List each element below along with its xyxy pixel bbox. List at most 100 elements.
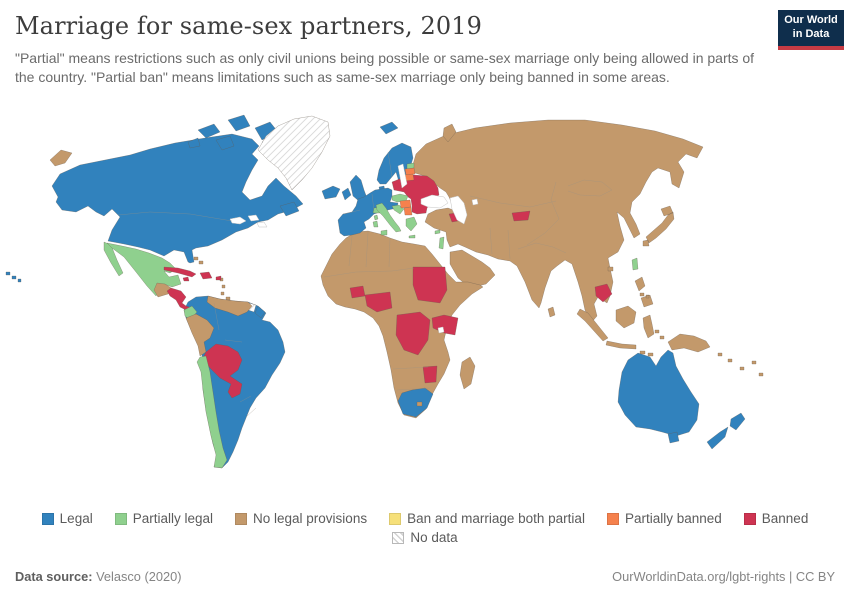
legend-swatch-partially_legal xyxy=(114,512,127,525)
aral-sea xyxy=(471,198,479,206)
map-region-french-guiana[interactable] xyxy=(254,305,266,319)
map-region-south-africa[interactable] xyxy=(397,387,434,418)
legend-item-partially_legal[interactable]: Partially legal xyxy=(114,511,214,526)
map-region-madagascar[interactable] xyxy=(459,356,476,390)
legend-label-partially_legal: Partially legal xyxy=(132,511,214,526)
map-region-iceland[interactable] xyxy=(321,185,341,200)
map-region-cuba[interactable] xyxy=(163,266,197,278)
map-region-chukotka[interactable] xyxy=(49,149,73,167)
legend-label-ban_and_marriage_both_partial: Ban and marriage both partial xyxy=(407,511,585,526)
legend-label-partially_banned: Partially banned xyxy=(624,511,722,526)
map-region-hungary[interactable] xyxy=(399,199,412,209)
map-region-lesser-antilles[interactable] xyxy=(219,277,231,301)
owid-logo[interactable]: Our World in Data xyxy=(778,10,844,46)
map-region-central-america[interactable] xyxy=(166,287,193,312)
legend-item-banned[interactable]: Banned xyxy=(743,511,809,526)
black-sea xyxy=(420,194,449,209)
world-map xyxy=(0,106,850,508)
map-region-sardinia-corsica[interactable] xyxy=(372,214,379,228)
legend-item-legal[interactable]: Legal xyxy=(41,511,93,526)
map-region-nigeria[interactable] xyxy=(364,291,393,313)
license-label: CC BY xyxy=(795,569,835,584)
map-region-israel[interactable] xyxy=(438,236,445,250)
map-region-taiwan[interactable] xyxy=(631,257,639,271)
legend-row-2: No data xyxy=(0,530,850,545)
data-source-value: Velasco (2020) xyxy=(92,569,182,584)
map-region-western-europe[interactable] xyxy=(337,187,399,237)
map-region-italy[interactable] xyxy=(375,202,402,233)
lake-victoria xyxy=(437,326,445,334)
map-region-greenland[interactable] xyxy=(257,115,331,191)
chart-header: Marriage for same-sex partners, 2019 "Pa… xyxy=(15,12,765,88)
owid-link[interactable]: OurWorldinData.org/lgbt-rights xyxy=(612,569,786,584)
map-region-chile[interactable] xyxy=(196,355,228,469)
map-region-venezuela-guyanas[interactable] xyxy=(206,295,253,317)
map-region-guatemala[interactable] xyxy=(153,282,172,298)
map-region-pacific-islands[interactable] xyxy=(717,352,764,377)
legend-swatch-partially_banned xyxy=(606,512,619,525)
map-region-peru[interactable] xyxy=(185,313,215,357)
legend-item-no_data[interactable]: No data xyxy=(392,530,458,545)
legend-item-partially_banned[interactable]: Partially banned xyxy=(606,511,722,526)
map-region-bahamas[interactable] xyxy=(193,256,204,265)
map-region-lesotho[interactable] xyxy=(416,401,423,407)
legend-item-ban_and_marriage_both_partial[interactable]: Ban and marriage both partial xyxy=(389,511,585,526)
map-region-ireland[interactable] xyxy=(341,187,352,201)
map-region-zimbabwe[interactable] xyxy=(422,365,438,384)
legend-label-banned: Banned xyxy=(761,511,809,526)
map-region-dr-congo[interactable] xyxy=(395,311,431,356)
map-region-indonesia[interactable] xyxy=(576,266,665,357)
map-region-svalbard[interactable] xyxy=(379,121,399,135)
legend-swatch-legal xyxy=(41,512,54,525)
map-region-jamaica[interactable] xyxy=(182,276,190,282)
legend-swatch-ban_and_marriage_both_partial xyxy=(389,512,402,525)
map-region-bolivia-paraguay[interactable] xyxy=(202,343,243,399)
map-region-cambodia[interactable] xyxy=(594,283,613,303)
map-region-cyprus[interactable] xyxy=(434,229,441,235)
data-source: Data source: Velasco (2020) xyxy=(15,569,181,584)
legend-swatch-banned xyxy=(743,512,756,525)
map-region-united-kingdom[interactable] xyxy=(349,174,368,203)
map-region-sudan[interactable] xyxy=(412,266,448,304)
map-region-tasmania[interactable] xyxy=(667,431,680,444)
map-region-australia[interactable] xyxy=(617,349,700,437)
map-region-hispaniola[interactable] xyxy=(199,271,213,280)
map-region-kyrgyzstan[interactable] xyxy=(511,210,531,222)
map-region-arabia[interactable] xyxy=(449,249,496,289)
legend-item-no_legal_provisions[interactable]: No legal provisions xyxy=(235,511,367,526)
map-region-new-guinea[interactable] xyxy=(667,333,711,353)
map-region-newfoundland[interactable] xyxy=(279,201,300,217)
map-region-crete[interactable] xyxy=(408,234,416,239)
map-region-hawaii[interactable] xyxy=(5,271,22,283)
legend-label-no_data: No data xyxy=(410,530,458,545)
chart-subtitle: "Partial" means restrictions such as onl… xyxy=(15,50,755,86)
chart-title: Marriage for same-sex partners, 2019 xyxy=(15,12,482,40)
map-region-canada-usa[interactable] xyxy=(51,133,304,264)
map-region-sri-lanka[interactable] xyxy=(547,306,556,318)
map-region-sicily[interactable] xyxy=(380,229,388,236)
map-region-novaya-zemlya[interactable] xyxy=(442,123,457,143)
map-region-puerto-rico[interactable] xyxy=(215,275,222,281)
map-region-latvia[interactable] xyxy=(404,167,416,176)
map-legend: Legal Partially legal No legal provisions B… xyxy=(0,511,850,549)
caspian-sea xyxy=(449,195,468,225)
chart-footer: Data source: Velasco (2020) OurWorldinDa… xyxy=(15,569,835,584)
great-lakes xyxy=(229,214,268,228)
legend-label-no_legal_provisions: No legal provisions xyxy=(253,511,368,526)
map-region-philippines[interactable] xyxy=(634,276,654,308)
baltic-sea xyxy=(397,163,408,189)
footer-separator: | xyxy=(785,569,796,584)
map-region-burkina-faso[interactable] xyxy=(349,285,366,299)
owid-logo-text: Our World in Data xyxy=(784,14,838,40)
map-region-greece[interactable] xyxy=(405,216,418,232)
country-border-lines xyxy=(117,151,613,418)
map-region-japan[interactable] xyxy=(642,205,675,247)
legend-swatch-no_legal_provisions xyxy=(235,512,248,525)
map-region-serbia[interactable] xyxy=(403,206,413,216)
map-region-mexico[interactable] xyxy=(106,242,182,297)
data-source-label: Data source: xyxy=(15,569,93,584)
footer-credits: OurWorldinData.org/lgbt-rights | CC BY xyxy=(612,569,835,584)
owid-logo-red-bar xyxy=(778,46,844,50)
map-region-new-zealand[interactable] xyxy=(706,412,746,450)
legend-label-legal: Legal xyxy=(59,511,93,526)
